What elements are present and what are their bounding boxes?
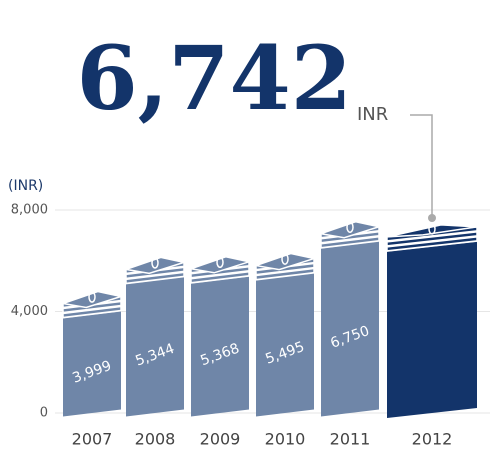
bar	[321, 241, 379, 417]
money-top	[62, 290, 124, 309]
money-plate	[386, 231, 478, 247]
money-icon	[428, 223, 436, 235]
y-tick-label: 4,000	[11, 304, 48, 319]
highlight-unit: INR	[357, 104, 388, 125]
money-plate	[320, 230, 380, 244]
money-plate	[125, 271, 185, 285]
money-plate	[62, 300, 122, 314]
x-tick-label: 2011	[330, 430, 371, 449]
bar	[126, 277, 184, 417]
callout-dot	[428, 214, 436, 222]
bar	[63, 311, 121, 417]
money-top	[125, 256, 187, 275]
x-tick-label: 2012	[412, 430, 453, 449]
money-top	[386, 224, 478, 238]
bar	[191, 276, 249, 417]
money-icon	[346, 221, 354, 233]
money-plate	[62, 305, 122, 319]
bar	[387, 241, 477, 418]
y-tick-label: 0	[40, 406, 48, 421]
money-icon	[281, 253, 289, 265]
x-tick-label: 2010	[265, 430, 306, 449]
money-plate	[125, 266, 185, 280]
money-top	[320, 220, 382, 239]
money-plate	[255, 262, 315, 276]
x-tick-label: 2008	[135, 430, 176, 449]
money-plate	[190, 265, 250, 279]
money-icon	[88, 291, 96, 303]
x-tick-label: 2009	[200, 430, 241, 449]
y-axis-label: (INR)	[8, 178, 43, 194]
highlight-value: 6,742	[76, 26, 352, 130]
money-top	[190, 256, 252, 274]
money-plate	[320, 235, 380, 249]
money-plate	[255, 267, 315, 281]
money-plate	[386, 236, 478, 252]
bar	[256, 273, 314, 417]
money-icon	[151, 257, 159, 269]
y-tick-label: 8,000	[11, 203, 48, 218]
money-top	[255, 252, 317, 271]
callout-line	[410, 114, 433, 218]
x-tick-label: 2007	[72, 430, 113, 449]
money-plate	[190, 270, 250, 284]
money-icon	[216, 256, 224, 269]
